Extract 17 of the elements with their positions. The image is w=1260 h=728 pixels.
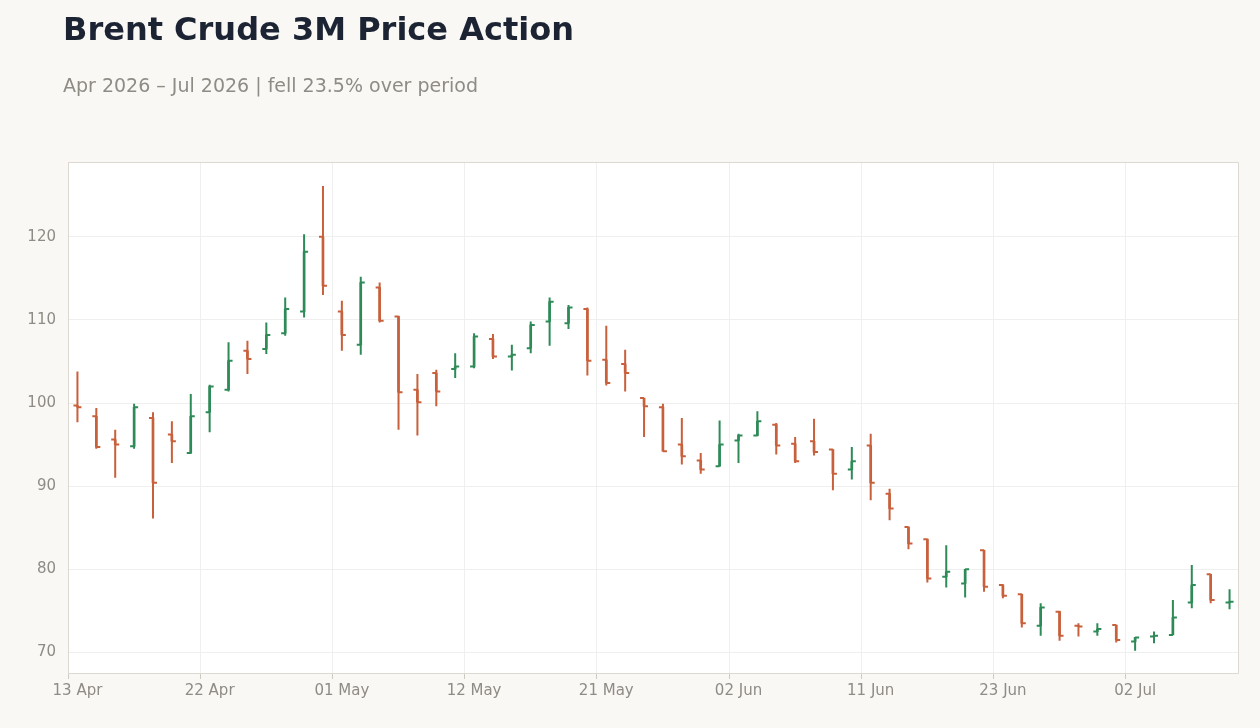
x-tick-label: 21 May [578, 680, 634, 699]
y-tick-label: 70 [36, 642, 56, 661]
chart-title: Brent Crude 3M Price Action [63, 10, 574, 48]
x-tick-label: 13 Apr [52, 680, 104, 699]
x-tick-label: 02 Jun [714, 680, 763, 699]
x-tick-label: 23 Jun [979, 680, 1027, 699]
y-tick-label: 110 [27, 309, 56, 328]
y-tick-label: 80 [36, 559, 56, 578]
y-tick-label: 90 [36, 476, 56, 495]
x-tick-label: 12 May [446, 680, 502, 699]
x-tick-label: 22 Apr [184, 680, 236, 699]
y-tick-label: 100 [27, 392, 56, 411]
y-tick-label: 120 [27, 226, 56, 245]
x-tick-label: 02 Jul [1114, 680, 1157, 699]
chart-subtitle: Apr 2026 – Jul 2026 | fell 23.5% over period [63, 74, 478, 96]
x-tick-label: 01 May [314, 680, 370, 699]
x-tick-label: 11 Jun [847, 680, 895, 699]
